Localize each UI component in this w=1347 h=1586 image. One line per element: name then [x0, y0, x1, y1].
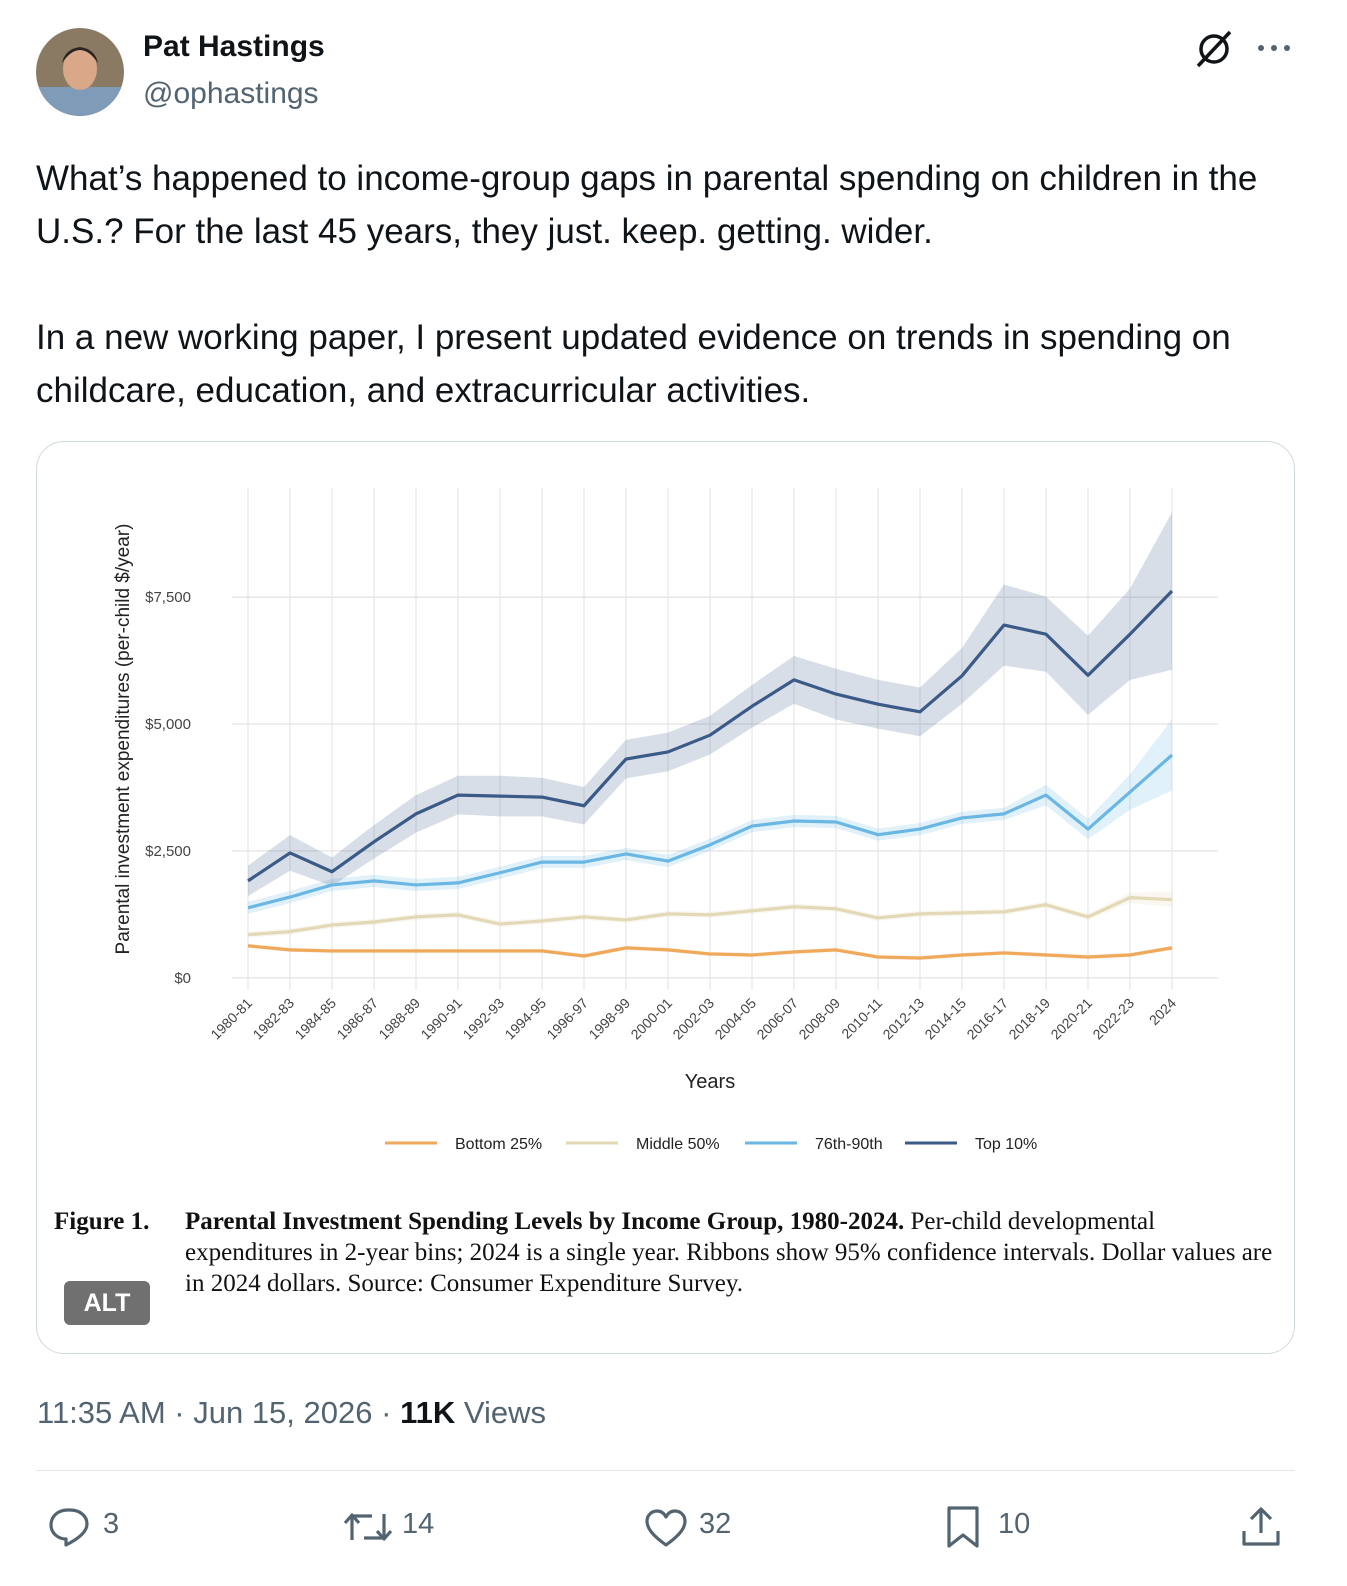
series-line — [247, 589, 1174, 883]
x-tick-label: 1996-97 — [543, 995, 591, 1043]
x-tick-label: 1994-95 — [501, 995, 549, 1043]
series-line — [247, 753, 1174, 910]
avatar[interactable] — [35, 27, 125, 117]
tweet-meta: 11:35 AM · Jun 15, 2026 · 11K Views — [37, 1395, 546, 1431]
x-tick-label: 2000-01 — [627, 995, 675, 1043]
x-tick-label: 1992-93 — [459, 995, 507, 1043]
bookmark-count: 10 — [998, 1508, 1031, 1540]
media-card[interactable]: Parental investment expenditures (per-ch… — [36, 441, 1295, 1354]
x-axis-label: Years — [685, 1071, 735, 1093]
y-tick-label: $7,500 — [145, 589, 191, 606]
caption-title: Parental Investment Spending Levels by I… — [185, 1208, 905, 1235]
series-line — [247, 944, 1173, 960]
y-tick-label: $0 — [174, 970, 191, 987]
x-tick-label: 2024 — [1146, 995, 1179, 1028]
x-tick-label: 2020-21 — [1047, 995, 1095, 1043]
confidence-ribbon — [248, 512, 1172, 897]
author-handle[interactable]: @ophastings — [143, 77, 319, 110]
like-icon[interactable] — [644, 1508, 688, 1548]
x-tick-label: 2010-11 — [838, 995, 885, 1042]
caption-text: Parental Investment Spending Levels by I… — [185, 1206, 1279, 1299]
x-tick-label: 2016-17 — [963, 995, 1011, 1043]
paragraph: In a new working paper, I present update… — [36, 318, 1231, 410]
author-name[interactable]: Pat Hastings — [143, 30, 325, 63]
legend-label: Bottom 25% — [455, 1136, 542, 1153]
x-tick-label: 2004-05 — [711, 995, 759, 1043]
repost-icon[interactable] — [342, 1508, 394, 1546]
x-tick-label: 2008-09 — [795, 995, 843, 1043]
y-tick-label: $2,500 — [145, 843, 191, 860]
x-tick-label: 2022-23 — [1089, 995, 1137, 1043]
paragraph: What’s happened to income-group gaps in … — [36, 159, 1258, 251]
x-tick-label: 1986-87 — [333, 995, 381, 1043]
x-tick-label: 1988-89 — [375, 995, 423, 1043]
x-tick-label: 2002-03 — [669, 995, 717, 1043]
x-tick-label: 2006-07 — [753, 995, 801, 1043]
legend-label: Top 10% — [975, 1136, 1037, 1153]
x-tick-label: 1984-85 — [291, 995, 339, 1043]
legend-label: 76th-90th — [815, 1136, 883, 1153]
figure-caption: Figure 1. Parental Investment Spending L… — [54, 1206, 1279, 1299]
series-line — [247, 896, 1173, 937]
grok-icon[interactable] — [1192, 28, 1236, 70]
bookmark-icon[interactable] — [945, 1505, 981, 1549]
like-count: 32 — [699, 1508, 732, 1540]
chart: Parental investment expenditures (per-ch… — [113, 488, 1218, 1153]
x-tick-label: 2018-19 — [1005, 995, 1053, 1043]
y-tick-label: $5,000 — [145, 716, 191, 733]
x-tick-label: 1998-99 — [585, 995, 633, 1043]
caption-label: Figure 1. — [54, 1208, 150, 1235]
legend-label: Middle 50% — [636, 1136, 720, 1153]
share-icon[interactable] — [1240, 1505, 1282, 1547]
views-label: Views — [463, 1395, 546, 1430]
repost-count: 14 — [402, 1508, 435, 1540]
timestamp[interactable]: 11:35 AM · Jun 15, 2026 · — [37, 1395, 392, 1430]
x-tick-label: 1982-83 — [249, 995, 297, 1043]
caption-body: Per-child developmental expenditures in … — [185, 1208, 1273, 1297]
alt-badge[interactable]: ALT — [64, 1281, 150, 1325]
view-count: 11K — [400, 1395, 456, 1430]
y-axis-label: Parental investment expenditures (per-ch… — [113, 524, 134, 955]
divider — [36, 1470, 1295, 1471]
reply-count: 3 — [103, 1508, 120, 1540]
reply-icon[interactable] — [48, 1506, 92, 1548]
tweet-text: What’s happened to income-group gaps in … — [36, 152, 1296, 470]
x-tick-label: 2012-13 — [879, 995, 927, 1043]
x-tick-label: 1980-81 — [207, 995, 255, 1043]
more-icon[interactable] — [1256, 40, 1292, 56]
x-tick-label: 1990-91 — [417, 995, 465, 1043]
x-tick-label: 2014-15 — [921, 995, 969, 1043]
